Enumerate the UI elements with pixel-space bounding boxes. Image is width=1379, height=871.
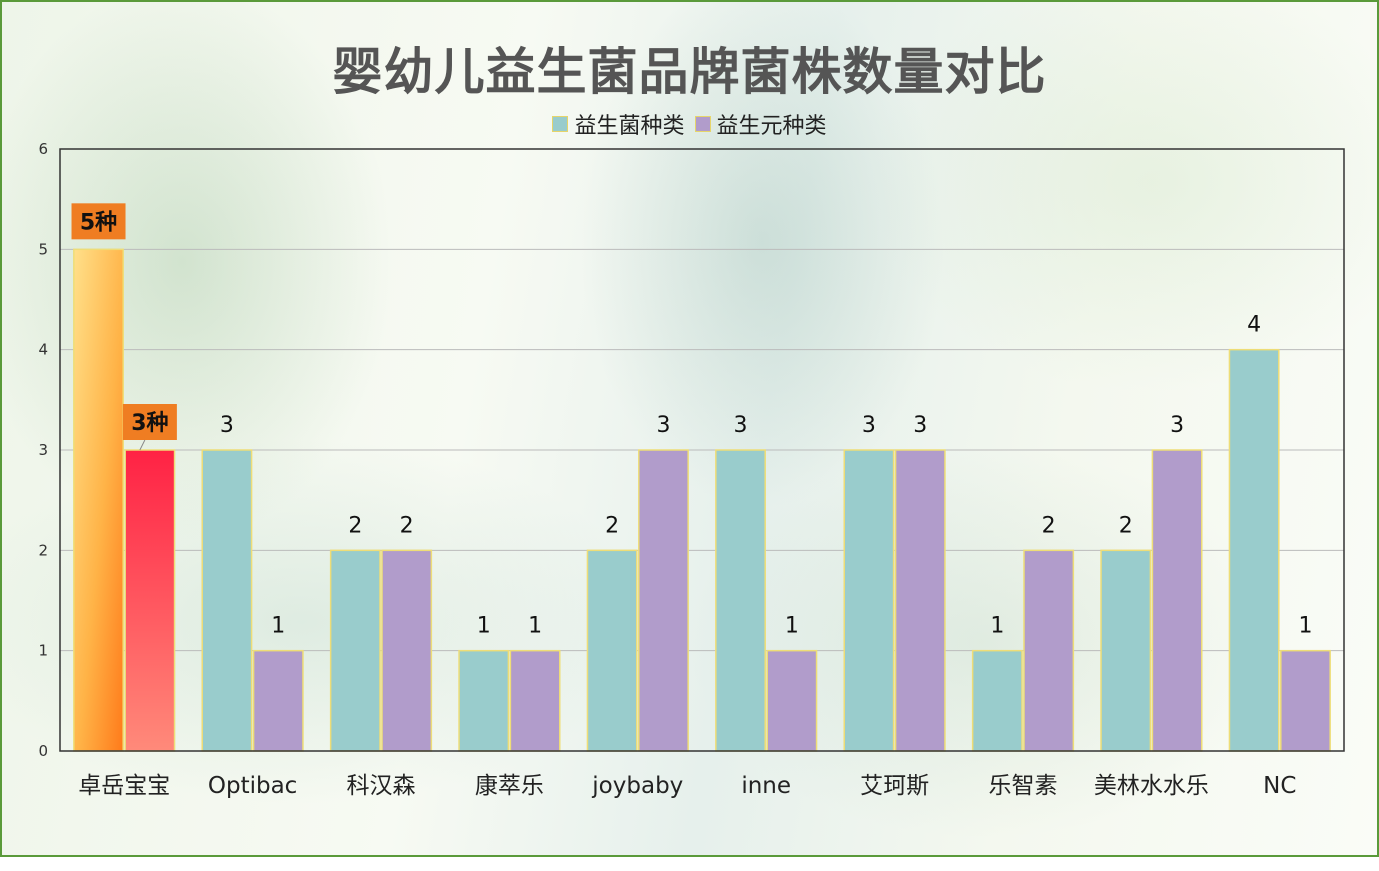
x-tick-label: 乐智素: [989, 773, 1058, 799]
bar-probiotic: [329, 549, 381, 752]
data-label: 2: [1119, 513, 1133, 538]
y-tick-label: 0: [38, 742, 48, 760]
x-tick-label: 科汉森: [347, 773, 416, 799]
x-tick-label: inne: [741, 773, 791, 799]
y-tick-label: 2: [38, 541, 48, 559]
legend-item-prebiotic[interactable]: 益生元种类: [694, 108, 827, 140]
x-tick-label: NC: [1263, 773, 1296, 799]
bars: [73, 248, 1331, 752]
data-label: 3: [862, 413, 876, 438]
highlight-data-label: 3种: [131, 411, 168, 436]
legend-label-prebiotic: 益生元种类: [716, 114, 827, 139]
bar-probiotic: [971, 649, 1023, 752]
bar-probiotic: [843, 449, 895, 752]
y-tick-label: 5: [38, 240, 48, 258]
data-label: 3: [734, 413, 748, 438]
y-tick-label: 1: [38, 642, 48, 660]
x-tick-label: Optibac: [208, 773, 297, 799]
data-label: 2: [348, 513, 362, 538]
highlight-label-box: [71, 203, 126, 240]
bar-prebiotic: [509, 649, 561, 752]
x-tick-label: 艾珂斯: [860, 773, 929, 799]
bar-prebiotic: [124, 449, 176, 752]
x-tick-label: 美林水水乐: [1094, 773, 1209, 799]
legend-swatch-probiotic: [552, 116, 569, 132]
axes: 0 1 2 3 4 5 6 卓岳宝宝 Optibac 科汉森 康萃乐 joybaby inne 艾珂斯 乐智…: [38, 140, 1345, 799]
bar-probiotic: [201, 449, 253, 752]
data-label: 3: [1170, 413, 1184, 438]
bar-probiotic: [458, 649, 510, 752]
bar-probiotic: [1228, 348, 1280, 752]
bar-prebiotic: [766, 649, 818, 752]
data-label: 2: [1042, 513, 1056, 538]
bar-probiotic: [73, 248, 124, 752]
bar-prebiotic: [1280, 649, 1331, 752]
legend-swatch-prebiotic: [694, 116, 711, 132]
data-label: 1: [477, 614, 491, 639]
data-label: 2: [400, 513, 414, 538]
y-tick-label: 6: [38, 140, 48, 158]
data-label: 1: [1298, 614, 1312, 639]
bar-probiotic: [586, 549, 638, 752]
bar-probiotic: [1100, 549, 1152, 752]
bar-prebiotic: [252, 649, 304, 752]
x-tick-label: 康萃乐: [475, 773, 544, 799]
data-label: 4: [1247, 313, 1261, 338]
legend-label-probiotic: 益生菌种类: [574, 114, 685, 139]
plot-border: [59, 148, 1345, 752]
data-label: 1: [785, 614, 799, 639]
data-label: 3: [913, 413, 927, 438]
bar-prebiotic: [1151, 449, 1203, 752]
bar-prebiotic: [638, 449, 689, 752]
bar-prebiotic: [381, 549, 433, 752]
legend-item-probiotic[interactable]: 益生菌种类: [552, 108, 685, 140]
x-tick-label: 卓岳宝宝: [78, 773, 170, 799]
highlight-label-box: [122, 404, 177, 440]
data-label: 1: [271, 614, 285, 639]
chart-title: 婴幼儿益生菌品牌菌株数量对比: [332, 43, 1047, 101]
data-label: 1: [990, 614, 1004, 639]
data-label: 2: [605, 513, 619, 538]
y-tick-label: 3: [38, 441, 48, 459]
data-label: 3: [656, 413, 670, 438]
bar-probiotic: [715, 449, 766, 752]
grid-lines: [60, 148, 1344, 652]
chart-legend: 益生菌种类 益生元种类: [2, 108, 1377, 140]
bar-chart: 5种 3种 3 1 2 2 1 1 2 3 3 1 3 3 1 2 2 3 4 1 0 1 2 3 4 5 6 卓岳宝宝 Optiba…: [38, 140, 1345, 799]
data-label: 1: [528, 614, 542, 639]
bar-prebiotic: [894, 449, 946, 752]
highlight-data-label: 5种: [80, 210, 117, 235]
bar-prebiotic: [1023, 549, 1075, 752]
x-tick-label: joybaby: [591, 773, 683, 799]
data-labels: 5种 3种 3 1 2 2 1 1 2 3 3 1 3 3 1 2 2 3 4 1: [71, 203, 1312, 639]
y-tick-label: 4: [38, 341, 48, 359]
data-label: 3: [220, 413, 234, 438]
highlight-label-leader: [139, 439, 146, 451]
